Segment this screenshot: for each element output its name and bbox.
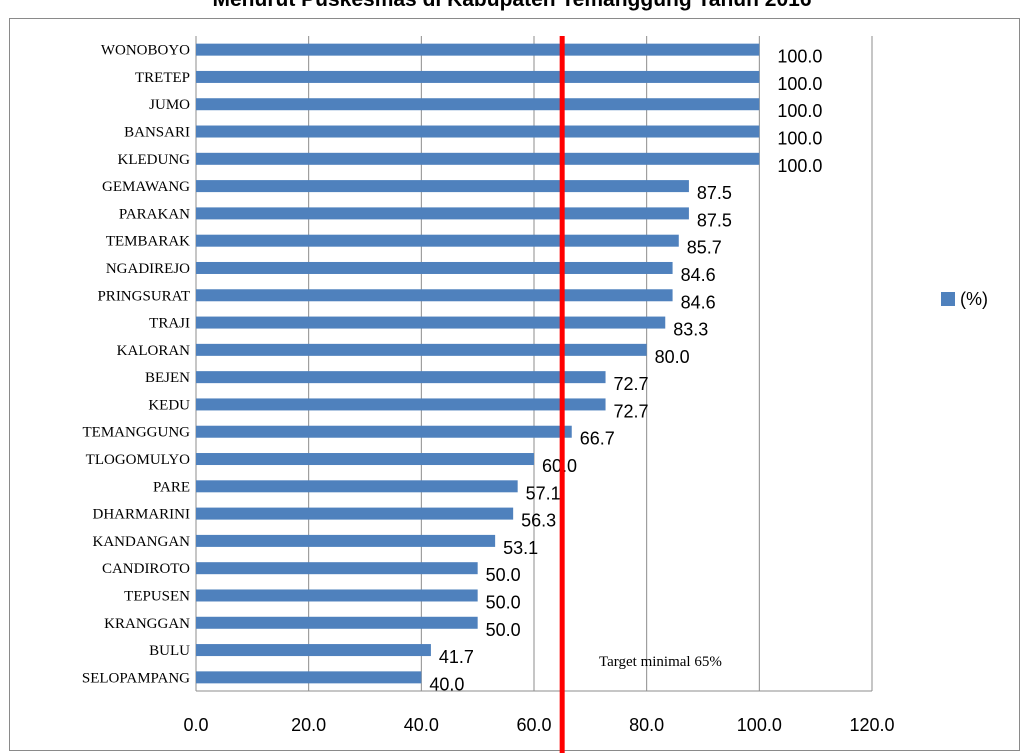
bar — [196, 180, 689, 193]
data-label: 66.7 — [580, 429, 615, 449]
data-label: 84.6 — [681, 292, 716, 312]
category-label: TEPUSEN — [124, 588, 190, 604]
category-label: TRETEP — [135, 70, 190, 86]
data-label: 80.0 — [655, 347, 690, 367]
chart-frame — [9, 18, 1020, 751]
bar — [196, 316, 666, 329]
data-label: 85.7 — [687, 238, 722, 258]
data-label: 100.0 — [777, 129, 822, 149]
data-label: 50.0 — [486, 592, 521, 612]
target-annotation: Target minimal 65% — [599, 654, 722, 670]
category-label: NGADIREJO — [106, 261, 190, 277]
bar — [196, 98, 760, 111]
category-label: TEMANGGUNG — [83, 425, 191, 441]
category-label: GEMAWANG — [102, 179, 190, 195]
category-label: BULU — [149, 643, 190, 659]
bar — [196, 207, 689, 220]
data-label: 60.0 — [542, 456, 577, 476]
category-label: BANSARI — [124, 125, 190, 141]
bar — [196, 70, 760, 83]
category-label: CANDIROTO — [102, 561, 190, 577]
category-label: TRAJI — [149, 316, 190, 332]
bar — [196, 616, 478, 629]
bar — [196, 480, 518, 493]
bar — [196, 453, 534, 466]
data-label: 100.0 — [777, 156, 822, 176]
x-tick-label: 100.0 — [737, 715, 782, 735]
data-label: 72.7 — [614, 374, 649, 394]
x-tick-label: 80.0 — [629, 715, 664, 735]
data-label: 100.0 — [777, 47, 822, 67]
data-label: 87.5 — [697, 210, 732, 230]
x-tick-label: 60.0 — [516, 715, 551, 735]
legend-swatch — [941, 292, 955, 306]
bar — [196, 125, 760, 138]
legend-label: (%) — [960, 289, 988, 309]
chart-title: Menurut Puskesmas di Kabupaten Temanggun… — [0, 0, 1024, 18]
category-label: JUMO — [149, 97, 190, 113]
bar — [196, 671, 422, 684]
category-label: WONOBOYO — [101, 43, 190, 59]
category-label: BEJEN — [145, 370, 190, 386]
data-label: 40.0 — [429, 674, 464, 694]
category-label: TLOGOMULYO — [86, 452, 190, 468]
category-label: KRANGGAN — [104, 616, 190, 632]
data-label: 72.7 — [614, 401, 649, 421]
bar — [196, 261, 673, 274]
x-tick-label: 0.0 — [183, 715, 208, 735]
data-label: 83.3 — [673, 320, 708, 340]
category-label: KEDU — [148, 397, 190, 413]
category-label: PARAKAN — [119, 206, 190, 222]
bar — [196, 534, 496, 547]
x-tick-label: 120.0 — [849, 715, 894, 735]
bar — [196, 343, 647, 356]
category-label: DHARMARINI — [93, 507, 191, 523]
bar — [196, 562, 478, 575]
bar — [196, 234, 679, 247]
data-label: 57.1 — [526, 483, 561, 503]
bar — [196, 425, 572, 438]
data-label: 56.3 — [521, 511, 556, 531]
data-label: 50.0 — [486, 620, 521, 640]
bar — [196, 589, 478, 602]
data-label: 100.0 — [777, 74, 822, 94]
category-label: SELOPAMPANG — [82, 670, 190, 686]
category-label: PRINGSURAT — [97, 288, 190, 304]
bar — [196, 152, 760, 165]
data-label: 84.6 — [681, 265, 716, 285]
data-label: 87.5 — [697, 183, 732, 203]
bar — [196, 371, 606, 384]
category-label: KLEDUNG — [118, 152, 191, 168]
data-label: 53.1 — [503, 538, 538, 558]
x-tick-label: 20.0 — [291, 715, 326, 735]
category-label: TEMBARAK — [106, 234, 190, 250]
data-label: 100.0 — [777, 101, 822, 121]
bar — [196, 43, 760, 56]
category-label: PARE — [153, 479, 190, 495]
category-label: KANDANGAN — [93, 534, 191, 550]
x-tick-label: 40.0 — [404, 715, 439, 735]
category-label: KALORAN — [117, 343, 190, 359]
bar — [196, 507, 514, 520]
data-label: 41.7 — [439, 647, 474, 667]
bar — [196, 289, 673, 302]
data-label: 50.0 — [486, 565, 521, 585]
bar — [196, 398, 606, 411]
bar — [196, 644, 431, 657]
